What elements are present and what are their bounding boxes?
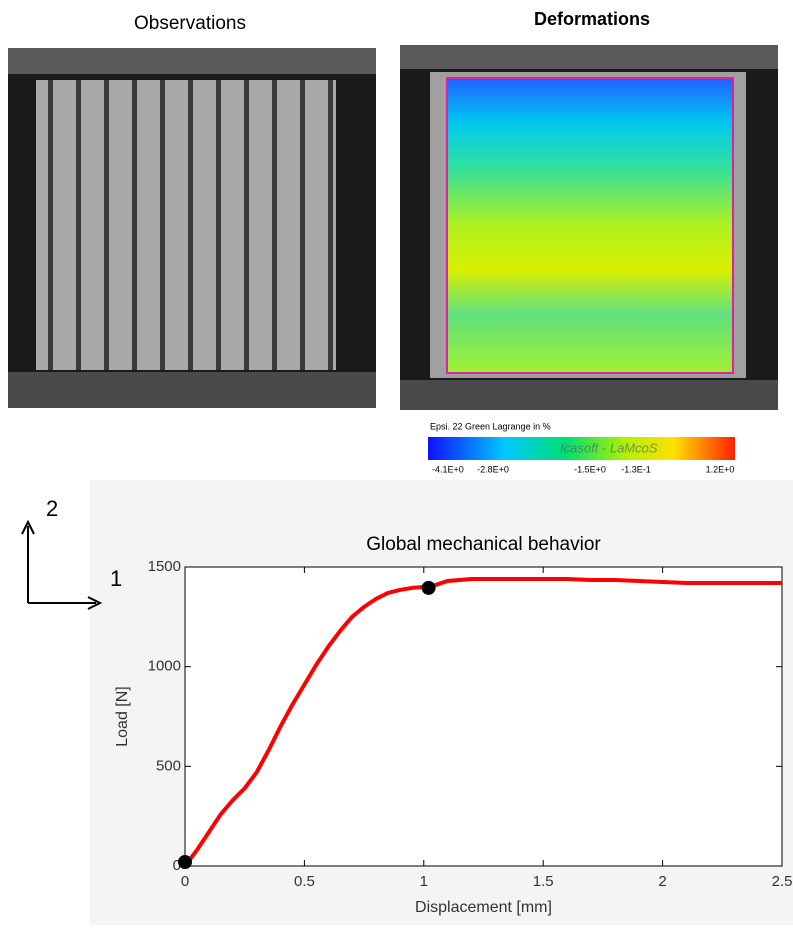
x-tick-label: 2: [658, 873, 666, 890]
strain-field: [446, 77, 734, 374]
y-tick-label: 1000: [148, 658, 181, 675]
colorbar-label: -4.1E+0: [432, 464, 464, 474]
clamp-bottom: [400, 380, 778, 410]
x-tick-label: 1.5: [533, 873, 554, 890]
watermark: Icasoft - LaMcoS: [560, 440, 658, 455]
colorbar-title: Epsi. 22 Green Lagrange in %: [430, 421, 551, 431]
panel-title: Deformations: [534, 9, 650, 29]
plot-area: [184, 566, 783, 867]
y-axis-label: Load [N]: [114, 686, 131, 746]
colorbar-label: -1.3E-1: [621, 464, 651, 474]
colorbar-label: -1.5E+0: [574, 464, 606, 474]
panel-title: Observations: [134, 13, 246, 34]
colorbar-label: -2.8E+0: [477, 464, 509, 474]
arrow-head: [21, 519, 35, 535]
marker: [421, 580, 436, 595]
observation-panel: Observations: [8, 13, 376, 408]
colorbar: [428, 437, 735, 460]
y-tick-label: 1500: [148, 558, 181, 575]
x-tick-label: 1: [420, 873, 428, 890]
axis-label: 1: [110, 566, 122, 591]
x-tick-label: 0.5: [294, 873, 315, 890]
load-curve: [183, 576, 782, 868]
x-axis-label: Displacement [mm]: [415, 899, 552, 916]
chart: Global mechanical behavior Displacement […: [114, 534, 792, 916]
y-tick-label: 500: [156, 757, 181, 774]
colorbar-label: 1.2E+0: [706, 464, 735, 474]
y-tick-label: 0: [173, 857, 181, 874]
specimen: [36, 80, 336, 370]
x-tick-label: 0: [181, 873, 189, 890]
clamp-bottom: [8, 372, 376, 408]
arrow-head: [87, 596, 103, 610]
clamp-top: [400, 45, 778, 69]
axis-label: 2: [46, 496, 58, 521]
marker: [178, 855, 192, 870]
x-tick-label: 2.5: [772, 873, 793, 890]
deformation-panel: Deformations Epsi. 22 Green Lagrange in …: [400, 9, 778, 474]
clamp-top: [8, 48, 376, 74]
axes-diagram: [21, 519, 103, 610]
chart-title: Global mechanical behavior: [366, 534, 601, 555]
